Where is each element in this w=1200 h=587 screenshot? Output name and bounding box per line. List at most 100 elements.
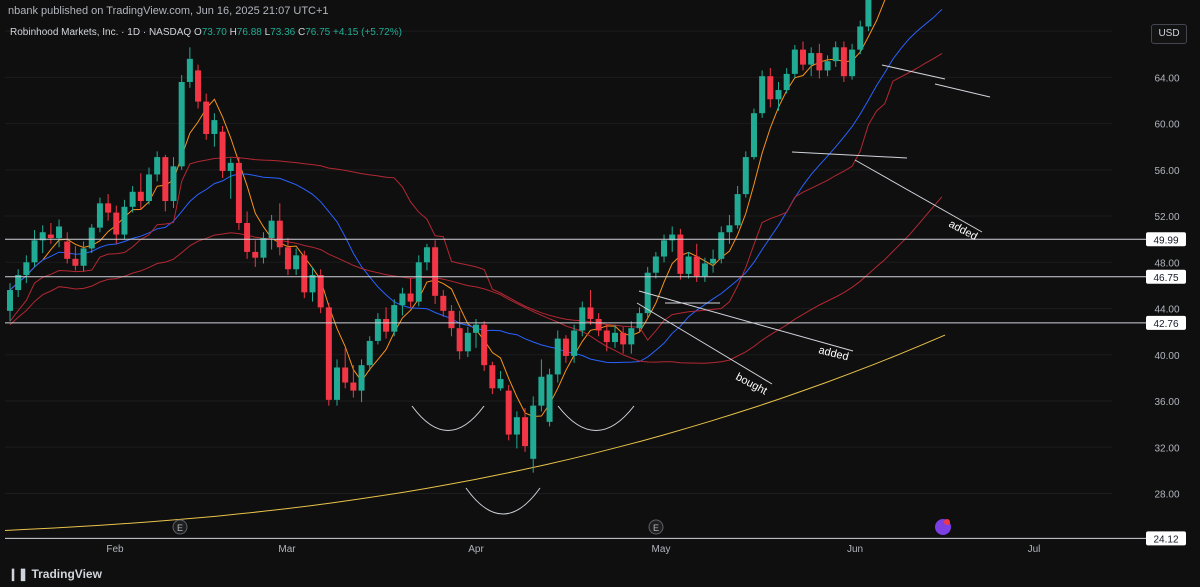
candle-body xyxy=(718,232,725,259)
candle-body xyxy=(816,53,823,71)
candle xyxy=(791,44,798,79)
candle-body xyxy=(840,47,847,77)
earnings-marker-icon xyxy=(648,519,664,535)
candle xyxy=(530,396,537,473)
close-label: C xyxy=(297,27,306,38)
candle-body xyxy=(775,90,782,100)
head-arc xyxy=(465,487,541,515)
candle xyxy=(857,20,864,55)
price-tick-label: 40.00 xyxy=(1154,351,1179,362)
candle-body xyxy=(47,234,54,239)
currency-button[interactable]: USD xyxy=(1151,24,1187,44)
candle-body xyxy=(669,234,676,241)
candle-body xyxy=(571,330,578,356)
candle-body xyxy=(56,226,63,239)
candle-body xyxy=(579,307,586,331)
candle-body xyxy=(301,255,308,293)
candle-body xyxy=(31,240,38,263)
candle xyxy=(235,157,242,230)
candle xyxy=(227,158,234,199)
high-value: 76.88 xyxy=(236,27,262,38)
price-tick-label: 36.00 xyxy=(1154,397,1179,408)
candle xyxy=(170,157,177,208)
candle-body xyxy=(464,332,471,352)
candle xyxy=(252,240,259,267)
trendline-bought xyxy=(636,302,773,385)
candle xyxy=(366,336,373,371)
candle xyxy=(154,151,161,182)
candle xyxy=(23,255,30,284)
candle xyxy=(113,205,120,244)
candle-body xyxy=(170,166,177,202)
level-tag xyxy=(1146,531,1186,546)
candle-body xyxy=(522,417,529,447)
candle xyxy=(440,290,447,317)
candle xyxy=(374,313,381,345)
time-axis[interactable]: Feb Mar Apr May Jun Jul xyxy=(106,544,1040,555)
time-tick-label: May xyxy=(652,544,671,555)
close-value: 76.75 xyxy=(305,27,331,38)
candle xyxy=(710,249,717,273)
candle-body xyxy=(832,47,839,62)
candle xyxy=(276,203,283,256)
trendline-top xyxy=(934,83,991,98)
open-value: 73.70 xyxy=(201,27,227,38)
candle xyxy=(284,238,291,276)
candle-body xyxy=(693,256,700,277)
candle-body xyxy=(325,307,332,400)
alert-dot-icon xyxy=(944,519,950,525)
candle xyxy=(47,222,54,244)
candle xyxy=(31,229,38,267)
candle xyxy=(497,370,504,391)
brand-name: TradingView xyxy=(31,567,102,581)
level-label: 24.12 xyxy=(1153,534,1178,545)
candle-body xyxy=(628,328,635,345)
candle-body xyxy=(203,101,210,134)
candles xyxy=(7,0,872,473)
candle-body xyxy=(383,318,390,332)
candle xyxy=(15,269,22,297)
candle xyxy=(464,327,471,358)
candle-body xyxy=(562,338,569,356)
candle-body xyxy=(767,76,774,100)
candle xyxy=(293,248,300,276)
candle xyxy=(513,411,520,449)
candle-body xyxy=(350,382,357,391)
candle xyxy=(244,211,251,259)
tradingview-logo[interactable]: ❙❚ TradingView xyxy=(8,567,102,581)
candle xyxy=(571,324,578,363)
candle xyxy=(685,251,692,279)
candle-body xyxy=(276,220,283,248)
candle-body xyxy=(685,256,692,274)
candle-body xyxy=(145,174,152,202)
candle-body xyxy=(178,81,185,167)
candle-body xyxy=(791,49,798,74)
candle-body xyxy=(72,258,79,266)
candle-body xyxy=(423,247,430,263)
candle-body xyxy=(244,222,251,252)
earnings-glyph: E xyxy=(177,523,183,533)
candle xyxy=(145,167,152,205)
candle-body xyxy=(235,162,242,223)
candle xyxy=(775,81,782,111)
price-tick-label: 64.00 xyxy=(1154,73,1179,84)
publisher-line: nbank published on TradingView.com, Jun … xyxy=(8,5,329,17)
price-tick-label: 60.00 xyxy=(1154,120,1179,131)
candle-body xyxy=(783,73,790,91)
candle-body xyxy=(334,367,341,400)
price-tick-label: 28.00 xyxy=(1154,490,1179,501)
candle xyxy=(211,113,218,147)
candle xyxy=(759,70,766,118)
candle-body xyxy=(677,234,684,274)
candle xyxy=(620,327,627,354)
trendline-added-2 xyxy=(638,290,854,352)
candle xyxy=(750,108,757,160)
candle-body xyxy=(587,307,594,319)
candle-body xyxy=(554,338,561,375)
candle-body xyxy=(227,162,234,171)
candle-body xyxy=(309,275,316,293)
candle-body xyxy=(505,390,512,435)
candle-body xyxy=(481,324,488,366)
